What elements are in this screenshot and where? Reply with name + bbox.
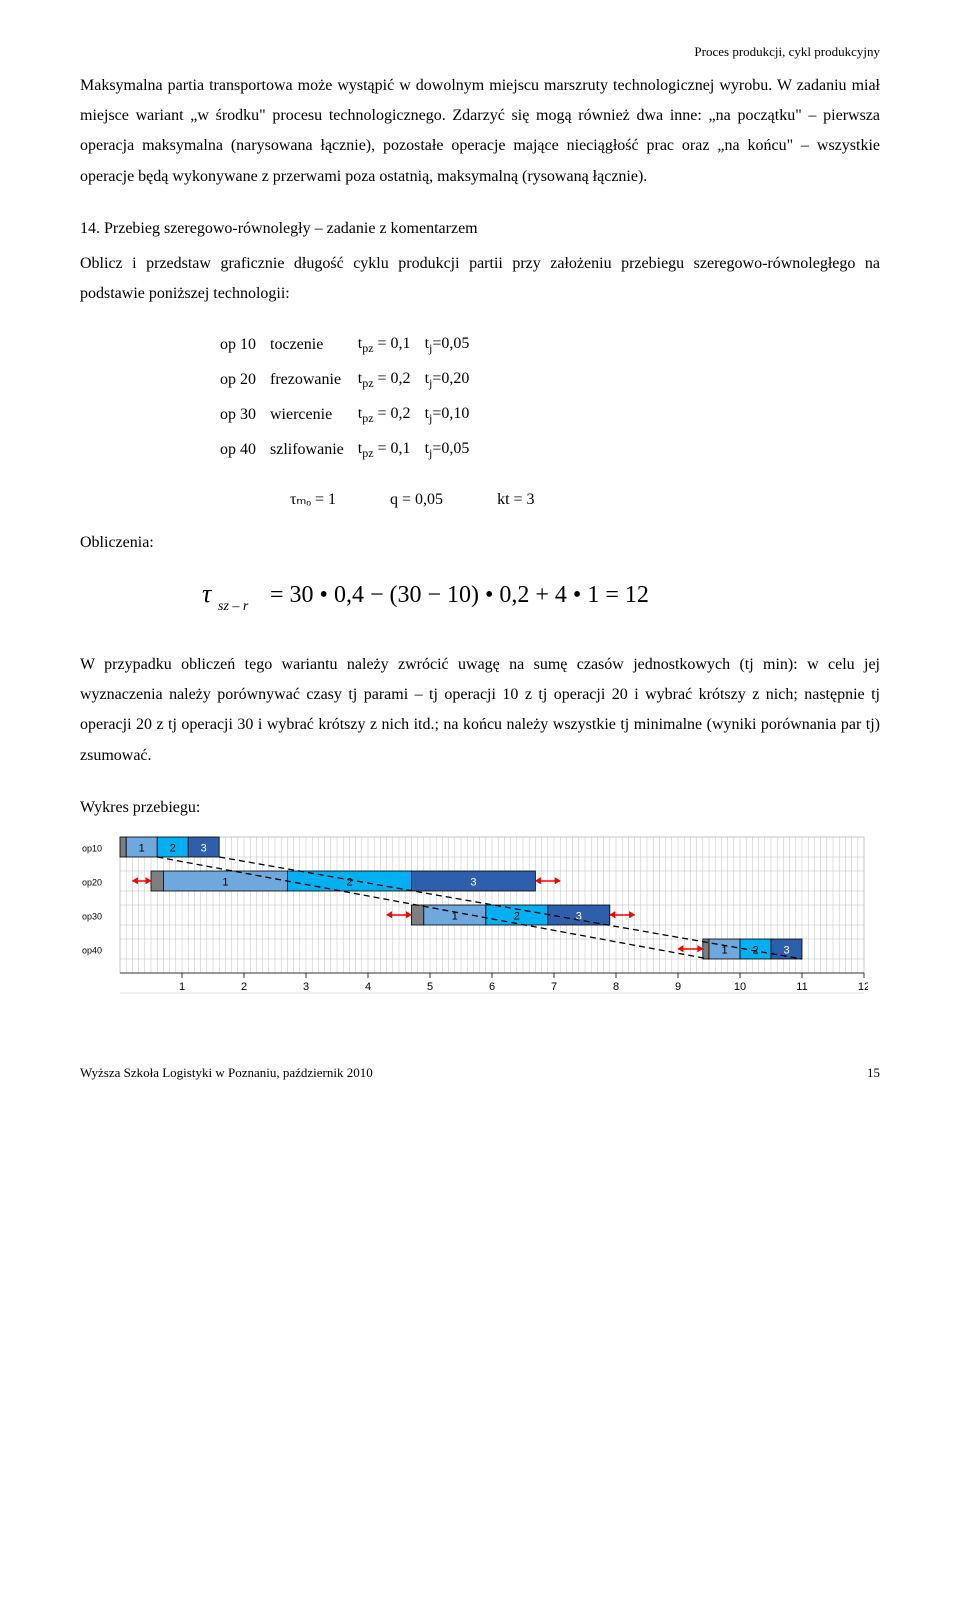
- running-header: Proces produkcji, cykl produkcyjny: [80, 40, 880, 65]
- svg-text:2: 2: [170, 843, 176, 855]
- exercise-title: 14. Przebieg szeregowo-równoległy – zada…: [80, 214, 880, 244]
- param-q: q = 0,05: [390, 491, 443, 508]
- svg-text:3: 3: [303, 981, 309, 993]
- table-row: op 10toczenietpz = 0,1tj=0,05: [220, 327, 483, 362]
- svg-text:3: 3: [576, 911, 582, 923]
- svg-text:τ: τ: [202, 579, 213, 608]
- svg-text:1: 1: [179, 981, 185, 993]
- operations-table: op 10toczenietpz = 0,1tj=0,05op 20frezow…: [220, 327, 483, 467]
- table-row: op 20frezowanietpz = 0,2tj=0,20: [220, 362, 483, 397]
- svg-text:12: 12: [858, 981, 868, 993]
- svg-text:1: 1: [139, 843, 145, 855]
- svg-text:7: 7: [551, 981, 557, 993]
- chart-label: Wykres przebiegu:: [80, 793, 880, 823]
- svg-text:op10: op10: [82, 844, 102, 854]
- svg-text:10: 10: [734, 981, 746, 993]
- svg-text:9: 9: [675, 981, 681, 993]
- svg-text:1: 1: [222, 877, 228, 889]
- svg-text:3: 3: [201, 843, 207, 855]
- svg-text:4: 4: [365, 981, 371, 993]
- svg-text:3: 3: [783, 945, 789, 957]
- svg-text:sz – r: sz – r: [218, 599, 249, 614]
- footer-page-number: 15: [867, 1061, 880, 1086]
- param-tau-mo: τₘₒ = 1: [290, 491, 336, 508]
- svg-text:2: 2: [241, 981, 247, 993]
- svg-text:op40: op40: [82, 946, 102, 956]
- svg-text:op20: op20: [82, 878, 102, 888]
- svg-text:op30: op30: [82, 912, 102, 922]
- exercise-task: Oblicz i przedstaw graficznie długość cy…: [80, 249, 880, 310]
- svg-text:6: 6: [489, 981, 495, 993]
- parameters-row: τₘₒ = 1 q = 0,05 kt = 3: [290, 485, 880, 515]
- svg-text:8: 8: [613, 981, 619, 993]
- svg-text:3: 3: [470, 877, 476, 889]
- formula: τ sz – r = 30 • 0,4 − (30 − 10) • 0,2 + 4 …: [80, 576, 880, 627]
- svg-text:= 30 • 0,4 − (30 − 10) • 0,2 +: = 30 • 0,4 − (30 − 10) • 0,2 + 4 • 1 = 1…: [270, 582, 649, 608]
- param-kt: kt = 3: [497, 491, 534, 508]
- table-row: op 30wiercenietpz = 0,2tj=0,10: [220, 397, 483, 432]
- calc-paragraph: W przypadku obliczeń tego wariantu należ…: [80, 650, 880, 772]
- footer-left: Wyższa Szkoła Logistyki w Poznaniu, paźd…: [80, 1061, 373, 1086]
- calc-label: Obliczenia:: [80, 528, 880, 558]
- svg-text:5: 5: [427, 981, 433, 993]
- intro-paragraph: Maksymalna partia transportowa może wyst…: [80, 71, 880, 193]
- gantt-chart: op10op20op30op40123123123123123456789101…: [80, 831, 880, 1010]
- svg-text:2: 2: [514, 911, 520, 923]
- svg-text:11: 11: [796, 981, 807, 993]
- svg-text:2: 2: [346, 877, 352, 889]
- table-row: op 40szlifowanietpz = 0,1tj=0,05: [220, 432, 483, 467]
